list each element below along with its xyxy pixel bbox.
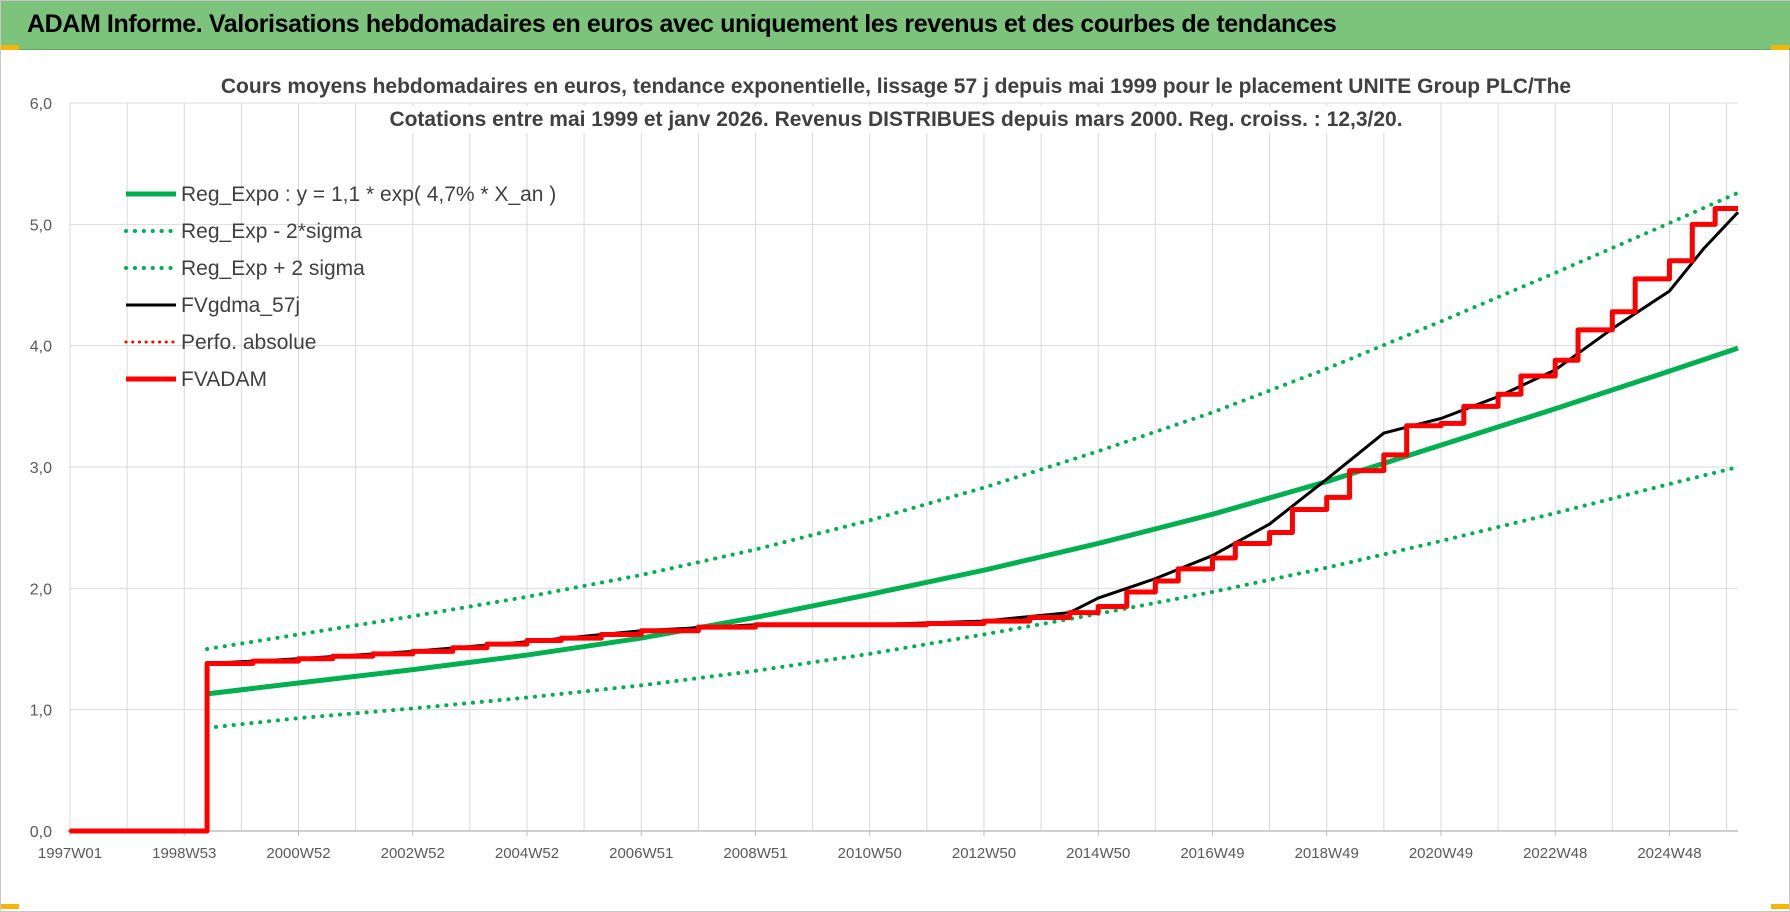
- legend-label-fvadam: FVADAM: [181, 368, 267, 391]
- x-tick-label: 1997W01: [38, 845, 102, 862]
- x-tick-label: 2002W52: [381, 845, 445, 862]
- legend-label-reg-minus: Reg_Exp - 2*sigma: [181, 220, 362, 243]
- chart-title-line: Cours moyens hebdomadaires en euros, ten…: [221, 75, 1571, 98]
- y-tick-label: 0,0: [30, 824, 52, 841]
- corner-marker-left: [1, 45, 19, 50]
- legend-label-reg-plus: Reg_Exp + 2 sigma: [181, 257, 365, 280]
- legend-label-perfo: Perfo. absolue: [181, 331, 316, 354]
- corner-marker-right: [1771, 45, 1789, 50]
- chart-axes: 0,0 1,0 2,0 3,0 4,0 5,0 6,0 1997W01 1998W53 2000W…: [30, 96, 1738, 862]
- x-tick-label: 2016W49: [1180, 845, 1244, 862]
- series-reg-minus: [205, 465, 1740, 730]
- x-tick-label: 2020W49: [1409, 845, 1473, 862]
- y-tick-label: 5,0: [30, 217, 52, 234]
- x-tick-label: 2006W51: [609, 845, 673, 862]
- y-tick-label: 6,0: [30, 96, 52, 113]
- series-reg-expo: [206, 345, 1739, 697]
- y-tick-label: 4,0: [30, 339, 52, 356]
- header-bar: ADAM Informe. Valorisations hebdomadaire…: [1, 1, 1790, 50]
- x-tick-label: 2004W52: [495, 845, 559, 862]
- x-tick-label: 2012W50: [952, 845, 1016, 862]
- line-chart: 0,0 1,0 2,0 3,0 4,0 5,0 6,0 1997W01 1998W53 2000W…: [30, 73, 1740, 862]
- chart-title: Cours moyens hebdomadaires en euros, ten…: [214, 73, 1578, 133]
- series-layer: [68, 190, 1740, 834]
- chart-grid: [69, 102, 1738, 832]
- x-tick-label: 2000W52: [266, 845, 330, 862]
- series-fvgdma: [70, 211, 1740, 833]
- legend-label-reg-expo: Reg_Expo : y = 1,1 * exp( 4,7% * X_an ): [181, 183, 556, 206]
- x-tick-label: 2010W50: [838, 845, 902, 862]
- chart-title-background: [214, 73, 1578, 100]
- chart-title-background: [383, 106, 1409, 133]
- x-tick-label: 2008W51: [723, 845, 787, 862]
- series-fvadam: [70, 206, 1738, 834]
- corner-marker-bottom-left: [1, 904, 19, 909]
- chart-title-line: Cotations entre mai 1999 et janv 2026. R…: [389, 108, 1402, 131]
- chart-legend: Reg_Expo : y = 1,1 * exp( 4,7% * X_an ) R…: [124, 183, 556, 391]
- page-title: ADAM Informe. Valorisations hebdomadaire…: [27, 10, 1337, 38]
- y-tick-label: 1,0: [30, 703, 52, 720]
- x-tick-label: 1998W53: [152, 845, 216, 862]
- x-tick-label: 2014W50: [1066, 845, 1130, 862]
- x-tick-label: 2022W48: [1523, 845, 1587, 862]
- y-tick-label: 2,0: [30, 581, 52, 598]
- corner-marker-bottom-right: [1771, 904, 1789, 909]
- x-tick-label: 2018W49: [1295, 845, 1359, 862]
- y-tick-label: 3,0: [30, 460, 52, 477]
- legend-label-fvgdma: FVgdma_57j: [181, 294, 300, 317]
- x-tick-label: 2024W48: [1637, 845, 1701, 862]
- series-reg-plus: [205, 190, 1740, 651]
